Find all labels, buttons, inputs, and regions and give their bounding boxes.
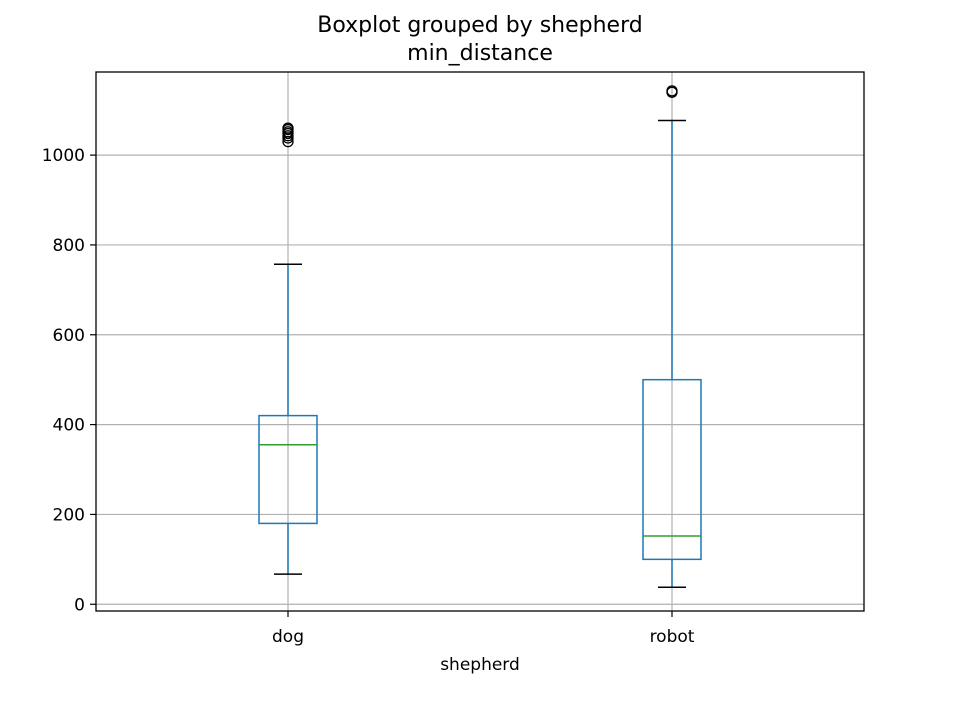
y-tick-label: 0: [74, 595, 85, 615]
box-group-robot: [642, 85, 702, 588]
x-tick-label: robot: [650, 627, 695, 647]
y-tick-label: 600: [53, 326, 85, 346]
x-tick-label: dog: [272, 627, 304, 647]
y-tick-label: 1000: [42, 146, 85, 166]
y-tick-label: 400: [53, 416, 85, 436]
iqr-box: [642, 378, 702, 561]
y-tick-label: 800: [53, 236, 85, 256]
axes-frame: [95, 71, 865, 612]
y-tick-label: 200: [53, 505, 85, 525]
iqr-box: [258, 414, 318, 525]
chart-title: Boxplot grouped by shepherd: [317, 13, 642, 38]
chart-subtitle: min_distance: [407, 41, 553, 66]
x-axis-label: shepherd: [440, 655, 520, 675]
grid-layer: [96, 72, 864, 611]
outlier-point: [666, 85, 678, 97]
box-group-dog: [258, 122, 318, 575]
outlier-point: [282, 122, 294, 134]
box-layer: [258, 85, 702, 588]
tick-layer: 0 200 400 600 800 1000 dog robot: [42, 146, 695, 647]
